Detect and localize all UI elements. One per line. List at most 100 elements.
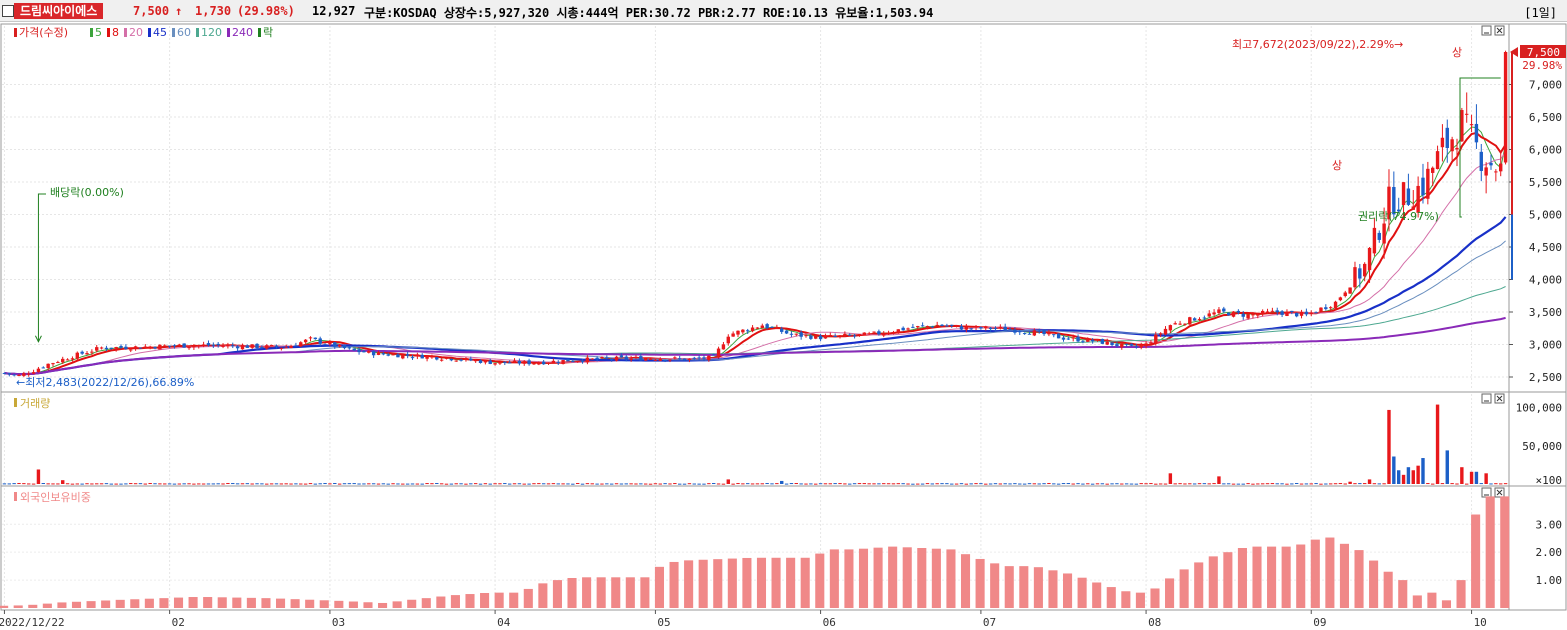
volume-bar xyxy=(1168,473,1173,484)
volume-bar xyxy=(1183,483,1187,485)
candle-body xyxy=(964,327,969,330)
foreign-bar xyxy=(1325,537,1335,608)
range-bar-up xyxy=(1511,52,1513,280)
candle-body xyxy=(323,344,327,346)
candle-body xyxy=(857,334,862,336)
candle-body xyxy=(454,360,458,362)
candle-body xyxy=(1324,307,1328,310)
volume-bar xyxy=(1144,483,1148,485)
volume-bar xyxy=(750,483,755,485)
candle-body xyxy=(328,342,332,344)
stock-name-badge[interactable]: 드림씨아이에스 xyxy=(14,3,104,19)
volume-bar xyxy=(828,483,833,485)
candle-body xyxy=(736,330,740,335)
candle-body xyxy=(585,357,590,363)
candle-body xyxy=(1246,314,1250,319)
candle-body xyxy=(1231,311,1236,317)
checkbox-icon[interactable] xyxy=(2,5,14,17)
volume-bar xyxy=(1353,483,1357,485)
foreign-bar xyxy=(625,577,635,608)
volume-bar xyxy=(585,483,590,485)
period-button[interactable]: [1일] xyxy=(1524,6,1557,20)
candle-body xyxy=(269,344,274,346)
candle-body xyxy=(1401,182,1406,206)
candle-body xyxy=(1197,318,1202,320)
panel-minimize-icon xyxy=(1481,25,1492,36)
x-tick-label: 09 xyxy=(1313,616,1326,629)
volume-bar xyxy=(1460,467,1464,484)
candle-body xyxy=(537,362,541,365)
candle-body xyxy=(201,344,206,346)
candle-body xyxy=(1392,187,1396,215)
volume-bar xyxy=(507,483,512,485)
volume-bar xyxy=(1037,483,1041,485)
upper-limit-marker: 상 xyxy=(1452,46,1462,59)
volume-bar xyxy=(12,483,16,485)
ma240-line xyxy=(4,316,1506,376)
foreign-bar xyxy=(946,549,956,608)
legend-swatch xyxy=(14,28,17,37)
candle-body xyxy=(940,324,944,326)
foreign-bar xyxy=(1412,595,1422,608)
candle-body xyxy=(1008,329,1012,331)
candle-body xyxy=(1052,334,1056,336)
volume-bar xyxy=(629,483,633,485)
volume-bar xyxy=(167,483,172,485)
volume-bar xyxy=(522,483,526,485)
high-annotation: 최고7,672(2023/09/22),2.29%→ xyxy=(1232,38,1403,51)
candle-body xyxy=(1222,308,1226,312)
foreign-bar xyxy=(902,547,912,608)
candle-body xyxy=(1450,139,1454,152)
candle-body xyxy=(522,361,526,364)
volume-bar xyxy=(731,483,735,485)
foreign-bar xyxy=(538,583,548,608)
volume-bar xyxy=(2,483,7,485)
candle-body xyxy=(507,362,512,364)
legend-swatch xyxy=(107,28,110,37)
foreign-bar xyxy=(1456,580,1466,608)
volume-bar xyxy=(561,483,565,485)
candle-body xyxy=(337,344,342,347)
volume-bar xyxy=(119,483,123,485)
volume-bar xyxy=(221,483,225,485)
volume-value: 12,927 xyxy=(312,4,356,18)
candle-body xyxy=(1168,325,1173,331)
candle-body xyxy=(1396,209,1401,212)
foreign-bar xyxy=(611,577,621,608)
candle-body xyxy=(7,373,11,375)
candle-body xyxy=(36,368,41,372)
volume-bar xyxy=(483,483,488,485)
volume-bar xyxy=(993,483,998,485)
candle-body xyxy=(600,357,604,359)
volume-bar xyxy=(1367,479,1372,484)
volume-bar xyxy=(274,483,279,485)
foreign-bar xyxy=(1150,588,1160,608)
candle-body xyxy=(104,347,109,350)
y-tick-label: 3,000 xyxy=(1529,339,1562,352)
candle-body xyxy=(945,325,949,327)
candle-body xyxy=(415,354,420,357)
candle-body xyxy=(449,358,454,361)
candle-body xyxy=(294,345,298,347)
volume-bar xyxy=(537,483,541,485)
x-tick-label: 08 xyxy=(1148,616,1161,629)
candle-body xyxy=(988,327,993,330)
candle-body xyxy=(464,358,468,360)
candle-body xyxy=(342,344,347,349)
volume-bar xyxy=(328,483,332,485)
foreign-bar xyxy=(1296,544,1306,608)
foreign-bar xyxy=(86,601,96,608)
volume-bar xyxy=(726,479,730,484)
foreign-bar xyxy=(173,597,184,608)
volume-bar xyxy=(1110,483,1114,485)
candle-body xyxy=(1226,312,1231,316)
candle-body xyxy=(1285,311,1289,317)
volume-bar xyxy=(1212,483,1216,485)
volume-bar xyxy=(988,483,993,485)
low-annotation: ←최저2,483(2022/12/26),66.89% xyxy=(16,376,194,389)
volume-bar xyxy=(789,483,794,485)
candle-body xyxy=(852,335,857,337)
volume-bar xyxy=(124,483,128,485)
foreign-y-tick-label: 1.00 xyxy=(1536,574,1563,587)
